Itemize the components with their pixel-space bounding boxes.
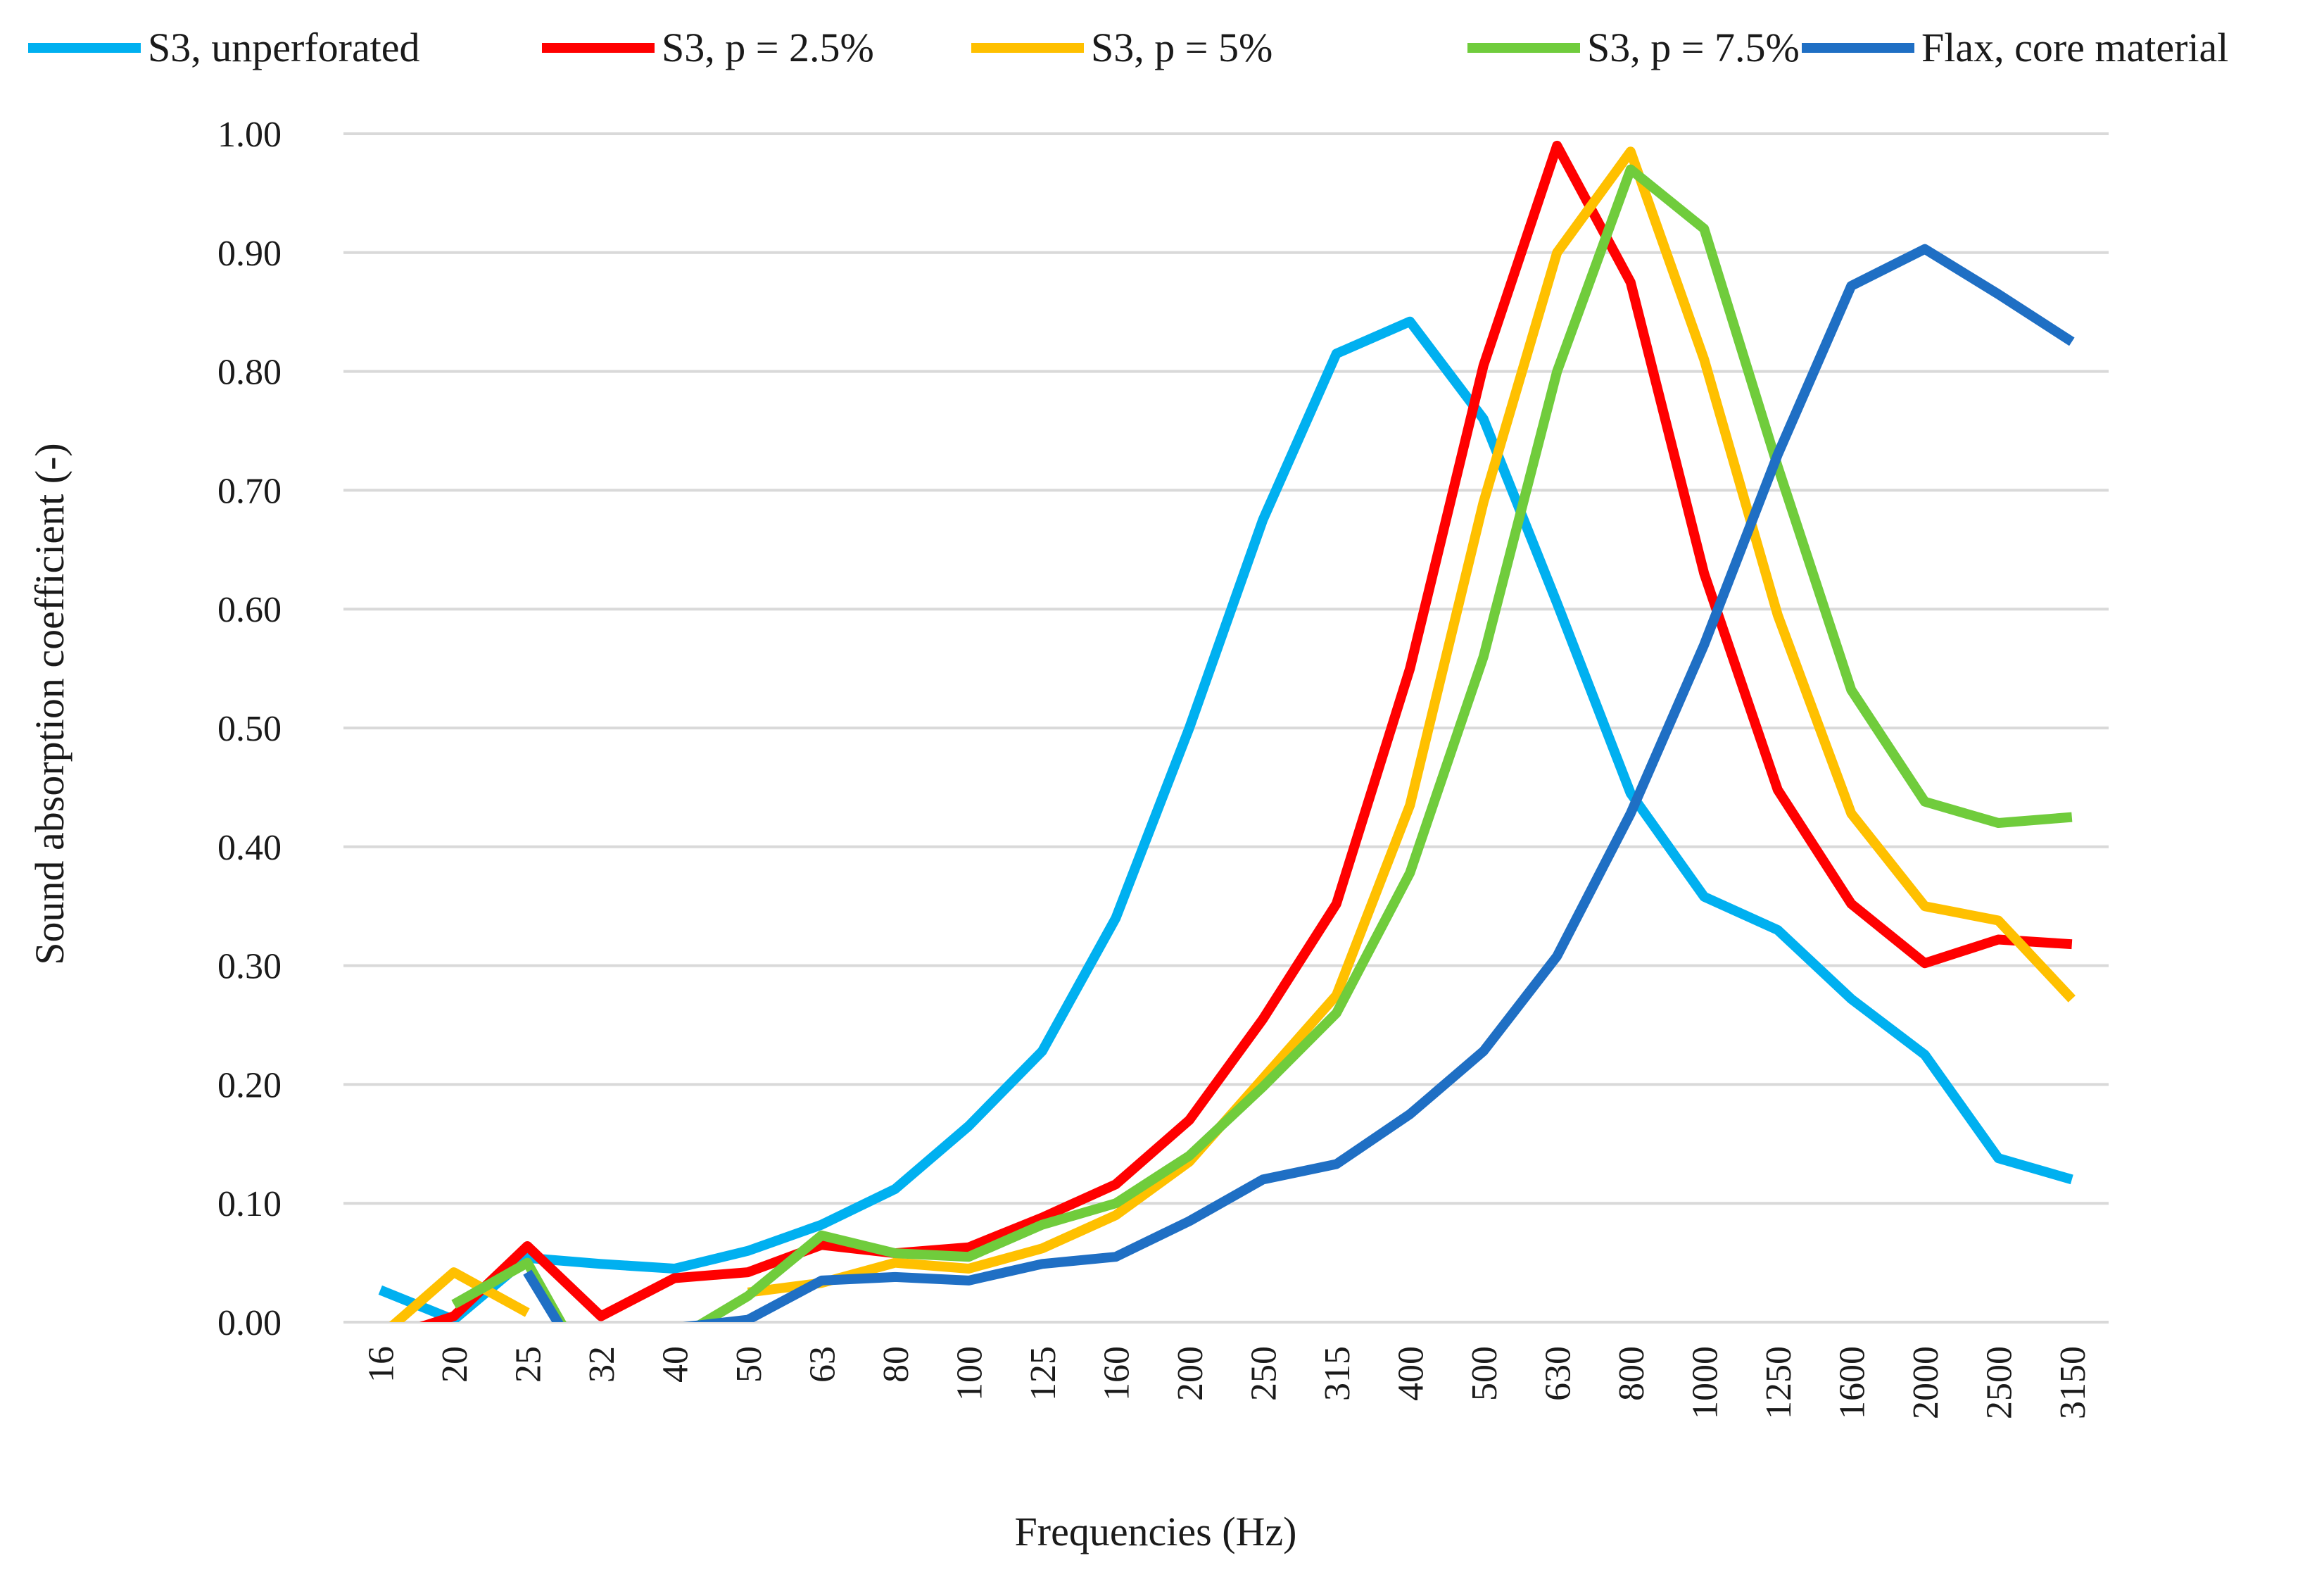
series-line-2 — [419, 140, 2073, 1322]
x-tick-label: 16 — [361, 1346, 401, 1383]
series-lines — [378, 140, 2076, 1322]
x-tick-label: 63 — [802, 1346, 842, 1383]
legend: S3, unperforated S3, p = 2.5% S3, p = 5% S3… — [28, 25, 2228, 70]
legend-label: S3, p = 2.5% — [662, 25, 874, 70]
x-axis-title: Frequencies (Hz) — [1015, 1509, 1297, 1554]
x-tick-label: 25 — [508, 1346, 548, 1383]
series-line-3 — [389, 146, 2076, 1322]
legend-item: S3, p = 7.5% — [1467, 25, 1800, 70]
legend-label: S3, p = 7.5% — [1587, 25, 1800, 70]
x-tick-label: 2000 — [1906, 1346, 1946, 1419]
y-tick-label: 0.10 — [217, 1184, 282, 1224]
series-line-5 — [523, 244, 2075, 1322]
y-tick-label: 0.60 — [217, 590, 282, 630]
x-tick-label: 3150 — [2053, 1346, 2093, 1419]
y-tick-label: 0.20 — [217, 1065, 282, 1105]
series-line-1 — [378, 316, 2073, 1322]
legend-item: S3, p = 5% — [971, 25, 1272, 70]
x-tick-label: 32 — [582, 1346, 622, 1383]
y-axis-title: Sound absorption coefficient (-) — [27, 443, 72, 965]
x-tick-label: 315 — [1318, 1346, 1358, 1401]
x-tick-label: 40 — [655, 1346, 695, 1383]
series-line-4 — [451, 164, 2073, 1322]
legend-label: S3, p = 5% — [1091, 25, 1272, 70]
y-tick-label: 0.80 — [217, 353, 282, 393]
x-tick-label: 50 — [729, 1346, 769, 1383]
y-tick-label: 0.00 — [217, 1303, 282, 1343]
x-tick-label: 80 — [876, 1346, 916, 1383]
x-tick-label: 1600 — [1832, 1346, 1872, 1419]
x-tick-label: 250 — [1244, 1346, 1284, 1401]
x-tick-label: 800 — [1612, 1346, 1652, 1401]
y-tick-label: 0.40 — [217, 828, 282, 868]
x-tick-label: 630 — [1538, 1346, 1578, 1401]
x-tick-label: 2500 — [1979, 1346, 2019, 1419]
y-tick-label: 0.70 — [217, 471, 282, 511]
y-tick-label: 0.30 — [217, 947, 282, 987]
y-axis-ticks: 0.00 0.10 0.20 0.30 0.40 0.50 0.60 0.70 0.80 0.90… — [217, 115, 282, 1343]
x-tick-label: 160 — [1097, 1346, 1137, 1401]
x-tick-label: 20 — [435, 1346, 475, 1383]
legend-item: Flax, core material — [1802, 25, 2228, 70]
legend-item: S3, p = 2.5% — [542, 25, 874, 70]
legend-label: S3, unperforated — [148, 25, 420, 70]
y-tick-label: 1.00 — [217, 115, 282, 155]
x-axis-ticks: 16 20 25 32 40 50 63 80 100 125 160 200 250 315 400 500… — [361, 1346, 2093, 1419]
x-tick-label: 125 — [1023, 1346, 1063, 1401]
x-tick-label: 500 — [1465, 1346, 1505, 1401]
legend-item: S3, unperforated — [28, 25, 420, 70]
x-tick-label: 200 — [1170, 1346, 1211, 1401]
x-tick-label: 100 — [949, 1346, 990, 1401]
x-tick-label: 1000 — [1685, 1346, 1725, 1419]
y-tick-label: 0.90 — [217, 234, 282, 274]
x-tick-label: 400 — [1391, 1346, 1431, 1401]
y-tick-label: 0.50 — [217, 709, 282, 749]
x-tick-label: 1250 — [1759, 1346, 1799, 1419]
legend-label: Flax, core material — [1921, 25, 2228, 70]
